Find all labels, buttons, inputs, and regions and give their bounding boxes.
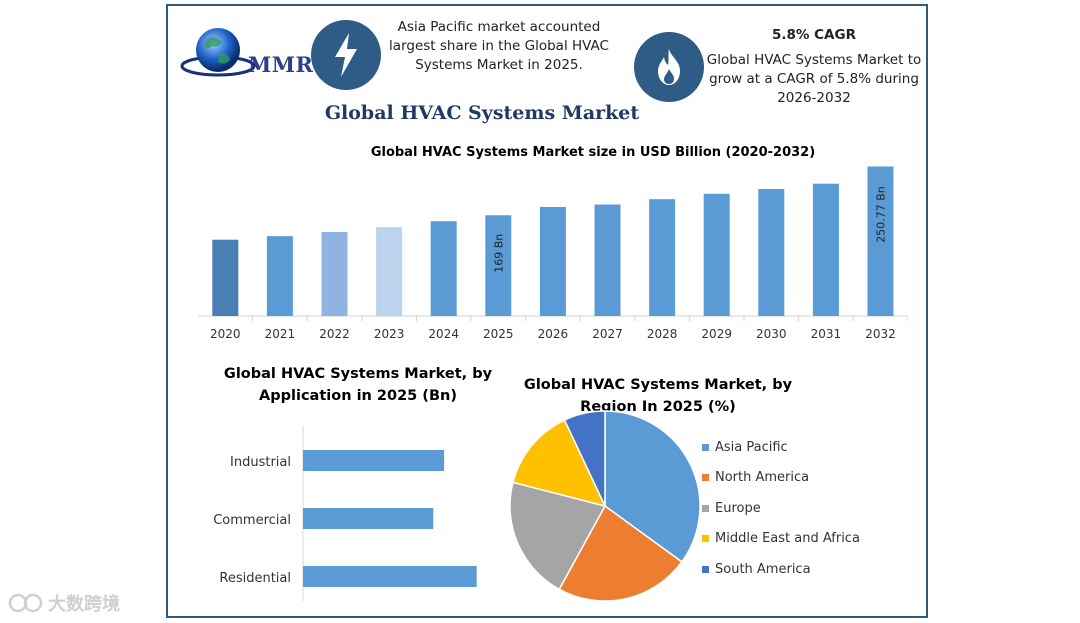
cagr-title: 5.8% CAGR [772,27,856,43]
bar-2024 [430,221,457,316]
asia-callout-line-1: Asia Pacific market accounted [397,19,601,35]
bar-2027 [594,204,621,316]
legend-label: Asia Pacific [715,439,788,455]
bar-2020 [212,239,239,316]
infographic-frame: MMR Asia Pacific market accounted larges… [166,4,928,618]
cagr-callout: 5.8% CAGR Global HVAC Systems Market to … [704,26,924,108]
region-chart-title: Global HVAC Systems Market, by Region In… [508,374,808,418]
market-size-bar-chart: 2020 2021 2022 2023 2024 2025 169 Bn 2026 2027 20… [198,166,908,341]
data-label-2032: 250.77 Bn [875,186,888,243]
cagr-line-1: Global HVAC Systems Market to [706,52,922,68]
legend-swatch [702,535,709,543]
logo-text: MMR [248,52,314,77]
region-pie-chart [509,410,701,602]
x-tick-label: 2023 [374,327,405,341]
region-title-line-2: Region In 2025 (%) [580,399,736,415]
legend-item-north-america: North America [702,463,860,494]
region-pie-legend: Asia Pacific North America Europe Middle Ea… [702,432,860,585]
flame-badge [634,32,704,102]
x-tick-label: 2028 [647,327,678,341]
watermark-logo-icon [8,593,43,613]
main-title: Global HVAC Systems Market [324,102,640,124]
cagr-line-3: 2026-2032 [777,90,851,106]
flame-icon [658,49,680,85]
x-tick-label: 2024 [428,327,459,341]
pie-slice-north-america [558,504,683,602]
pie-slice-asia-pacific [604,410,701,563]
lightning-badge [311,20,381,90]
bar-2021 [266,236,293,316]
asia-callout: Asia Pacific market accounted largest sh… [380,18,618,75]
x-tick-label: 2020 [210,327,241,341]
bar-2030 [758,189,785,316]
bar-2026 [539,206,566,316]
bar-2028 [649,199,676,316]
region-title-line-1: Global HVAC Systems Market, by [523,377,793,393]
pie-slice-europe [509,481,607,591]
legend-swatch [702,443,709,451]
hbar-residential [303,566,477,587]
asia-callout-line-3: Systems Market in 2025. [415,57,583,73]
category-label-commercial: Commercial [213,513,291,528]
x-tick-label: 2022 [319,327,350,341]
lightning-icon [335,33,357,77]
x-tick-label: 2031 [811,327,842,341]
legend-item-europe: Europe [702,493,860,524]
bar-chart-title: Global HVAC Systems Market size in USD B… [370,145,816,160]
asia-callout-line-2: largest share in the Global HVAC [389,38,609,54]
legend-swatch [702,474,709,482]
legend-swatch [702,565,709,573]
hbar-commercial [303,508,434,529]
x-tick-label: 2029 [701,327,732,341]
globe-icon [180,28,256,77]
application-bar-chart: Industrial Commercial Residential [213,426,477,601]
bar-2029 [703,193,730,316]
pie-slice-south-america [563,410,606,507]
legend-swatch [702,504,709,512]
legend-label: South America [715,561,811,577]
cagr-line-2: grow at a CAGR of 5.8% during [709,71,919,87]
x-tick-label: 2030 [756,327,787,341]
legend-item-south-america: South America [702,554,860,585]
mmr-logo: MMR [180,24,313,84]
bar-2025 [485,215,512,316]
hbar-industrial [303,450,445,471]
category-label-industrial: Industrial [230,455,291,470]
bar-2032 [867,166,894,316]
legend-label: North America [715,470,810,486]
x-tick-label: 2025 [483,327,514,341]
bar-2031 [812,183,839,316]
application-title-line-2: Application in 2025 (Bn) [259,388,457,404]
legend-label: Europe [715,500,761,516]
x-tick-label: 2021 [265,327,296,341]
category-label-residential: Residential [219,571,291,586]
application-title-line-1: Global HVAC Systems Market, by [223,366,493,382]
watermark: 大数跨境 [8,590,120,616]
data-label-2025: 169 Bn [492,234,505,273]
watermark-text: 大数跨境 [48,594,120,615]
legend-label: Middle East and Africa [715,531,860,547]
x-tick-label: 2026 [538,327,569,341]
pie-slice-middle-east-and-africa [512,419,607,508]
x-tick-label: 2032 [865,327,896,341]
legend-item-asia-pacific: Asia Pacific [702,432,860,463]
x-tick-label: 2027 [592,327,623,341]
bar-2022 [321,231,348,316]
bar-2023 [376,227,403,316]
legend-item-middle-east-and-africa: Middle East and Africa [702,524,860,555]
application-chart-title: Global HVAC Systems Market, by Applicati… [208,363,508,407]
